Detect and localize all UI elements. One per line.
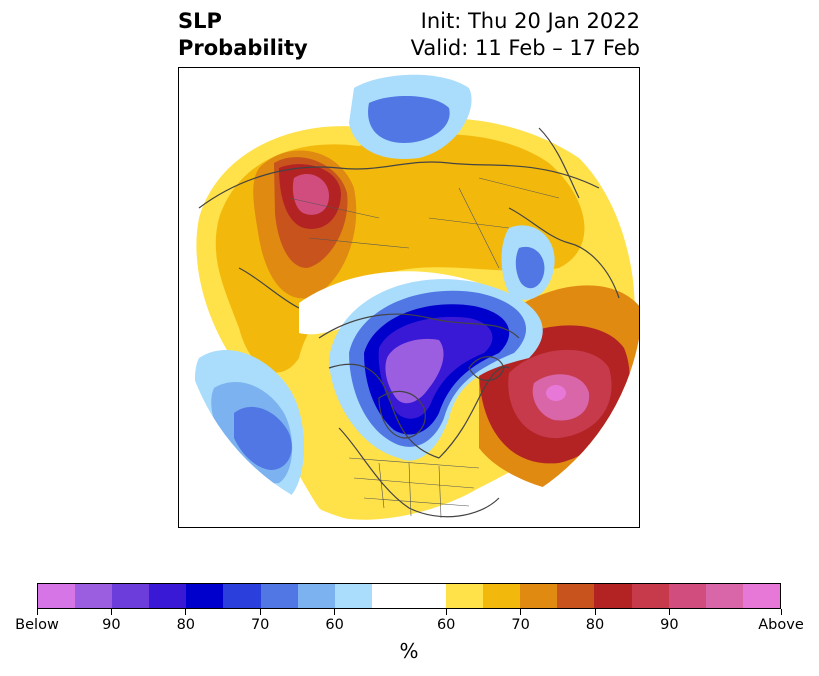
- above-normal-north-atlantic-core: [546, 385, 566, 401]
- colorbar-tick: [780, 609, 782, 615]
- colorbar-segment: [38, 584, 76, 608]
- map-dates: Init: Thu 20 Jan 2022 Valid: 11 Feb – 17…: [411, 8, 640, 62]
- colorbar-tick-label: 90: [660, 617, 679, 633]
- colorbar-segment: [223, 584, 261, 608]
- colorbar-tick-label: 60: [325, 617, 344, 633]
- colorbar-tick: [36, 609, 38, 615]
- colorbar-segment: [75, 584, 113, 608]
- colorbar-segment: [631, 584, 669, 608]
- colorbar-tick: [334, 609, 336, 615]
- coastlines: [198, 127, 620, 518]
- colorbar-tick-label: 80: [176, 617, 196, 633]
- below-normal-core-90: [385, 338, 444, 404]
- colorbar-segment: [446, 584, 484, 608]
- colorbar-tick: [445, 609, 447, 615]
- below-normal-siberia-70: [368, 96, 450, 143]
- colorbar-tick-label: 70: [511, 617, 530, 633]
- init-date: Init: Thu 20 Jan 2022: [420, 9, 640, 33]
- map-title: SLP Probability: [178, 8, 308, 62]
- colorbar-tick: [668, 609, 670, 615]
- colorbar-segment: [297, 584, 335, 608]
- colorbar-segment: [371, 584, 447, 608]
- colorbar-tick-label: 80: [585, 617, 605, 633]
- probability-colorbar: [37, 583, 781, 609]
- colorbar-segment: [260, 584, 298, 608]
- colorbar-tick: [110, 609, 112, 615]
- probability-map: [178, 67, 640, 528]
- colorbar-segment: [742, 584, 780, 608]
- colorbar-segment: [149, 584, 187, 608]
- colorbar-unit: %: [399, 639, 419, 663]
- colorbar-segment: [112, 584, 150, 608]
- valid-range: Valid: 11 Feb – 17 Feb: [410, 36, 640, 60]
- colorbar-segment: [705, 584, 743, 608]
- colorbar-tick: [259, 609, 261, 615]
- colorbar-tick-label: 70: [250, 617, 270, 633]
- colorbar-segment: [483, 584, 521, 608]
- map-svg: [194, 74, 639, 520]
- colorbar-segment: [668, 584, 706, 608]
- colorbar-segment: [594, 584, 632, 608]
- colorbar-tick-label: Below: [15, 617, 59, 633]
- title-line-2: Probability: [178, 36, 308, 60]
- colorbar-tick-label: 90: [102, 617, 121, 633]
- colorbar-segment: [186, 584, 224, 608]
- title-line-1: SLP: [178, 9, 222, 33]
- colorbar-tick: [594, 609, 596, 615]
- colorbar-segment: [334, 584, 372, 608]
- colorbar-tick-label: 60: [436, 617, 456, 633]
- colorbar-tick: [185, 609, 187, 615]
- colorbar-segment: [520, 584, 558, 608]
- below-normal-scandinavia-70: [515, 246, 545, 289]
- colorbar-tick: [520, 609, 522, 615]
- borders: [288, 177, 560, 519]
- colorbar-tick-label: Above: [758, 617, 804, 633]
- colorbar-segment: [557, 584, 595, 608]
- below-normal-north-pacific-70: [234, 406, 292, 470]
